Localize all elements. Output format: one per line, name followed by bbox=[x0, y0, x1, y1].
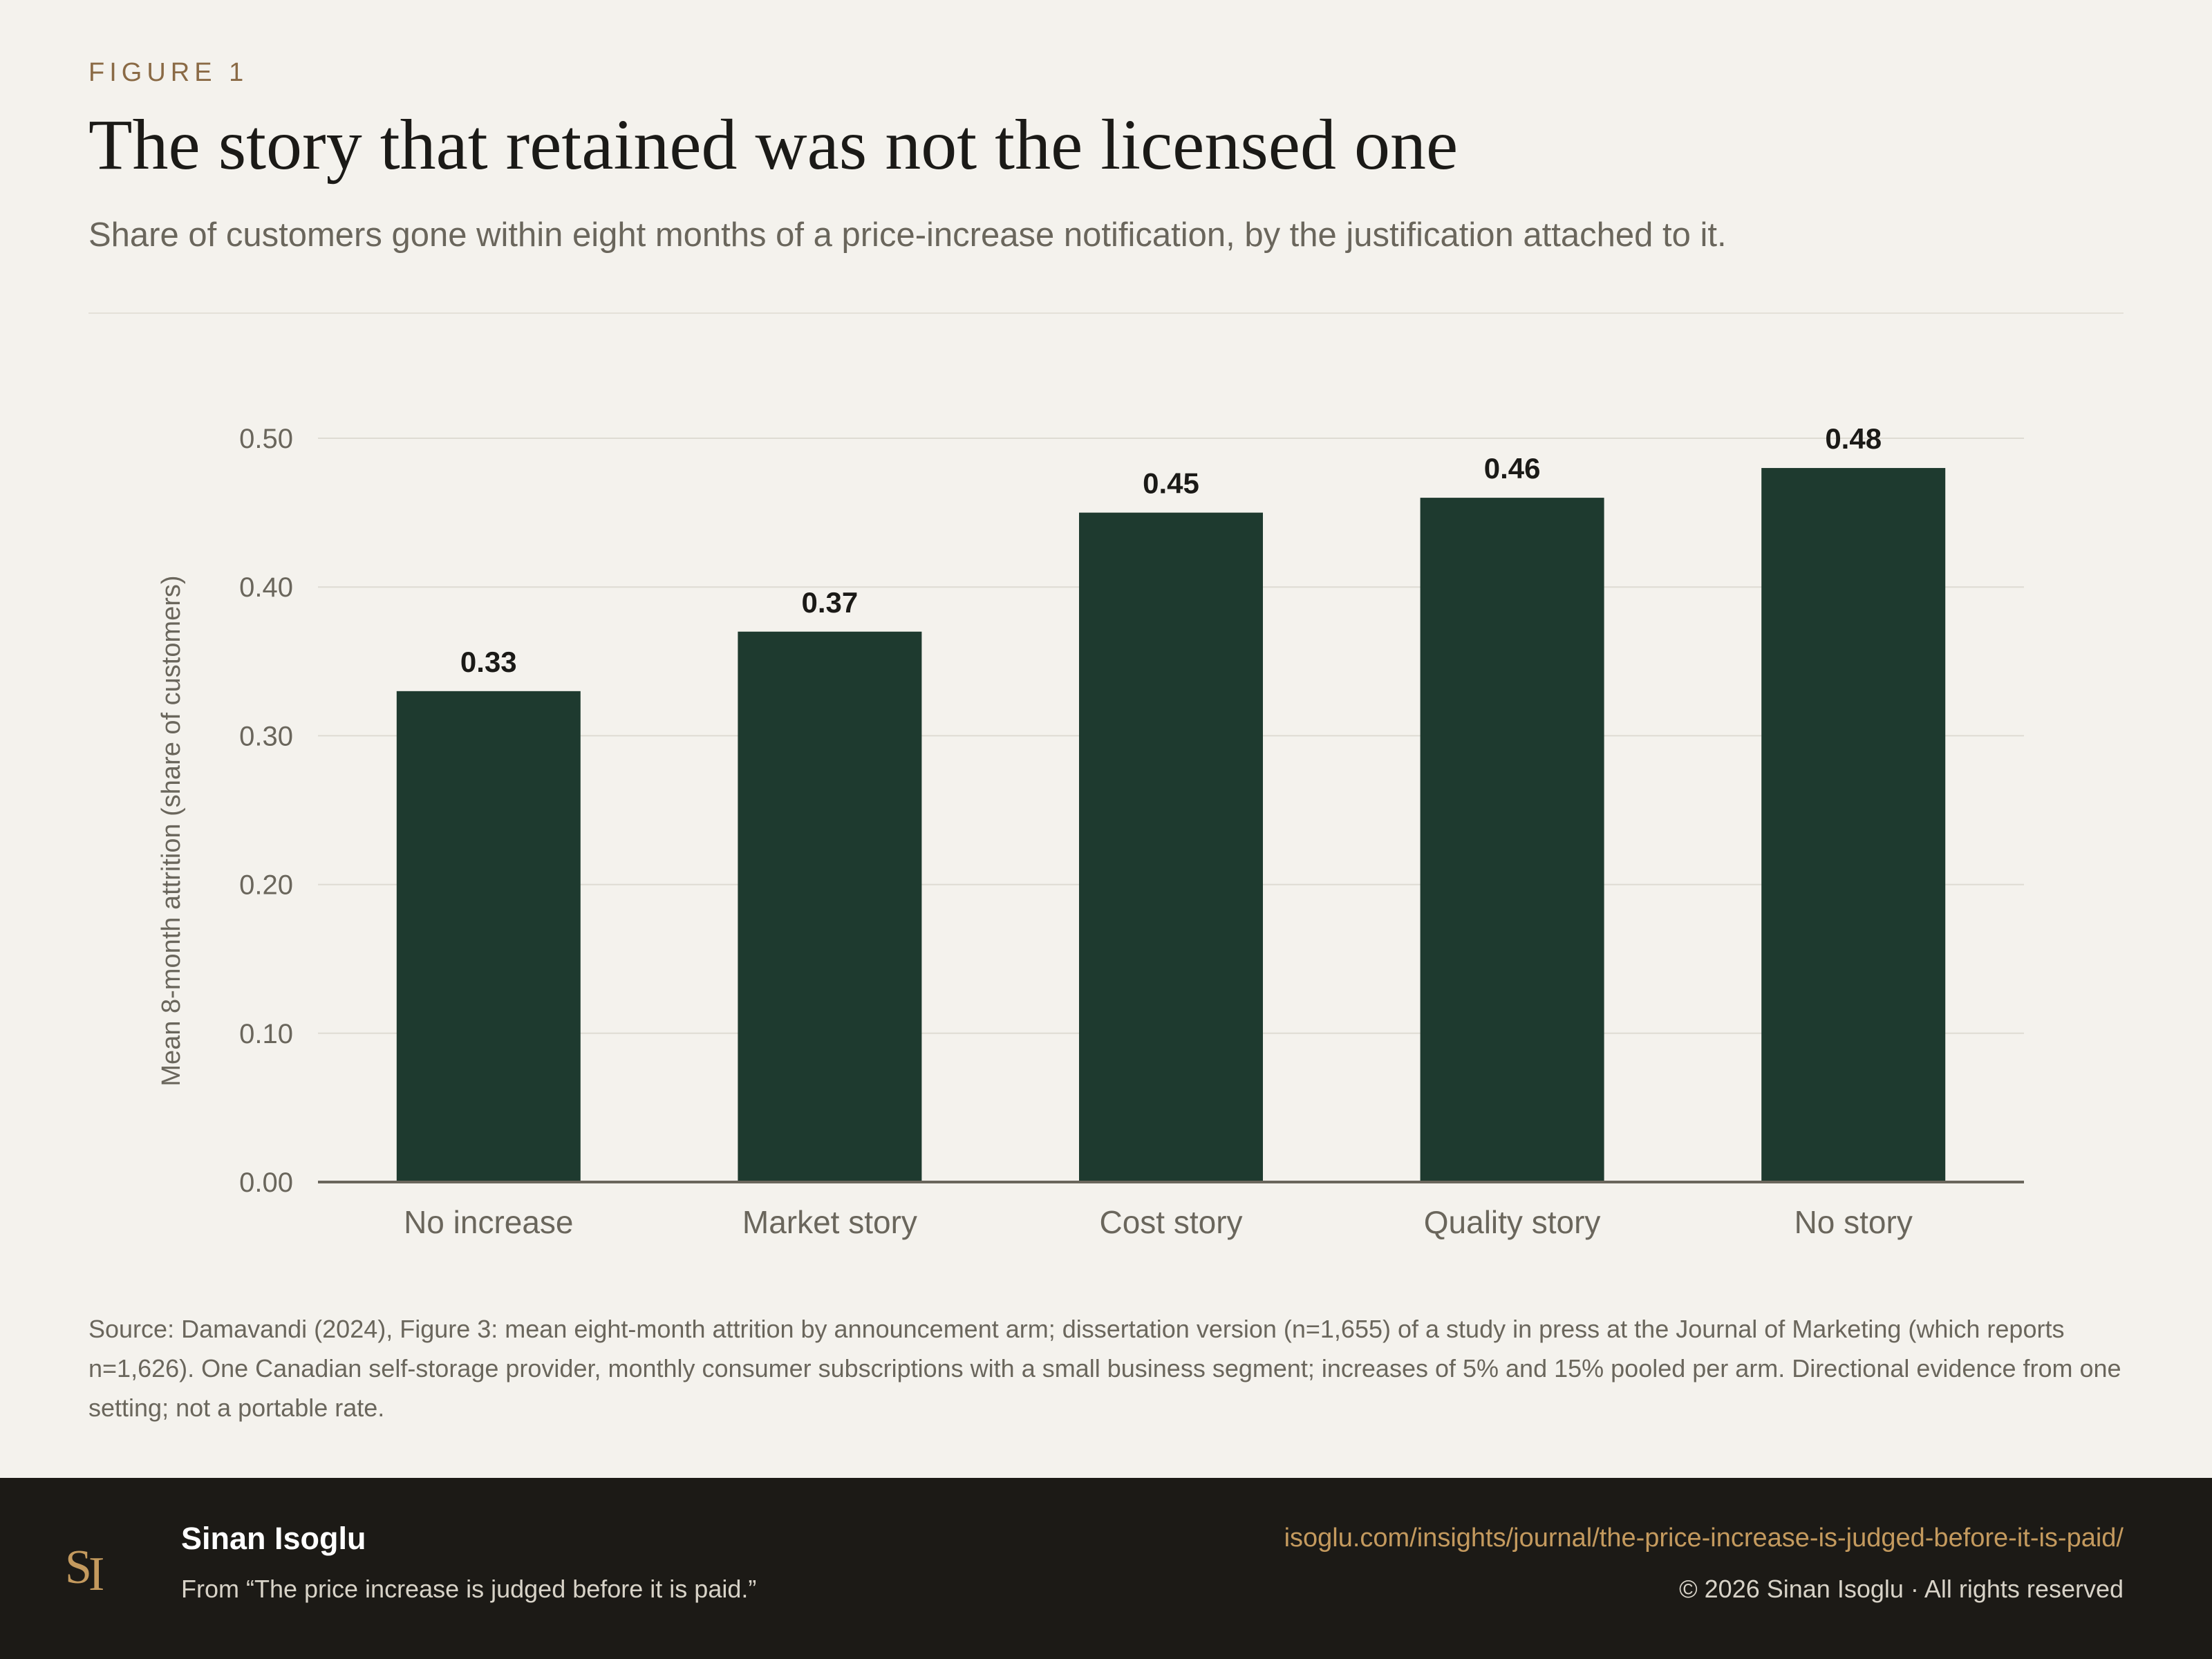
x-tick-label: Market story bbox=[742, 1204, 917, 1240]
x-tick-label: No story bbox=[1794, 1204, 1913, 1240]
bar bbox=[396, 691, 581, 1182]
article-url-link[interactable]: isoglu.com/insights/journal/the-price-in… bbox=[1284, 1524, 2124, 1553]
x-tick-label: Quality story bbox=[1424, 1204, 1601, 1240]
bar-value-label: 0.46 bbox=[1484, 452, 1541, 485]
x-tick-label: Cost story bbox=[1099, 1204, 1242, 1240]
source-note: Source: Damavandi (2024), Figure 3: mean… bbox=[88, 1315, 2121, 1422]
bar-value-label: 0.33 bbox=[460, 646, 517, 678]
author-name: Sinan Isoglu bbox=[181, 1521, 366, 1556]
bar bbox=[1420, 498, 1604, 1182]
x-tick-label: No increase bbox=[404, 1204, 573, 1240]
y-axis-label: Mean 8-month attrition (share of custome… bbox=[157, 575, 186, 1086]
svg-text:I: I bbox=[88, 1548, 104, 1598]
y-tick-label: 0.40 bbox=[239, 572, 293, 603]
figure-label: FIGURE 1 bbox=[88, 58, 249, 87]
svg-text:S: S bbox=[65, 1541, 92, 1594]
bar-value-label: 0.37 bbox=[802, 586, 859, 619]
bar bbox=[738, 631, 922, 1182]
y-tick-label: 0.10 bbox=[239, 1019, 293, 1049]
bar bbox=[1079, 512, 1263, 1182]
bar bbox=[1761, 468, 1946, 1182]
header-divider bbox=[88, 312, 2124, 314]
bar-chart: 0.00 0.10 0.20 0.30 0.40 0.50 Mean 8-month att… bbox=[157, 422, 2024, 1240]
copyright-notice: © 2026 Sinan Isoglu · All rights reserve… bbox=[1679, 1575, 2124, 1603]
bar-value-label: 0.45 bbox=[1143, 467, 1199, 500]
y-tick-label: 0.00 bbox=[239, 1168, 293, 1198]
y-tick-label: 0.50 bbox=[239, 424, 293, 454]
article-reference: From “The price increase is judged befor… bbox=[181, 1575, 757, 1603]
y-tick-label: 0.20 bbox=[239, 870, 293, 901]
si-monogram-icon: S I bbox=[65, 1541, 104, 1598]
chart-title: The story that retained was not the lice… bbox=[88, 105, 1459, 185]
footer: S I Sinan Isoglu From “The price increas… bbox=[0, 1478, 2212, 1659]
bar-value-label: 0.48 bbox=[1825, 422, 1882, 455]
y-tick-label: 0.30 bbox=[239, 721, 293, 751]
chart-subtitle: Share of customers gone within eight mon… bbox=[88, 216, 1727, 254]
